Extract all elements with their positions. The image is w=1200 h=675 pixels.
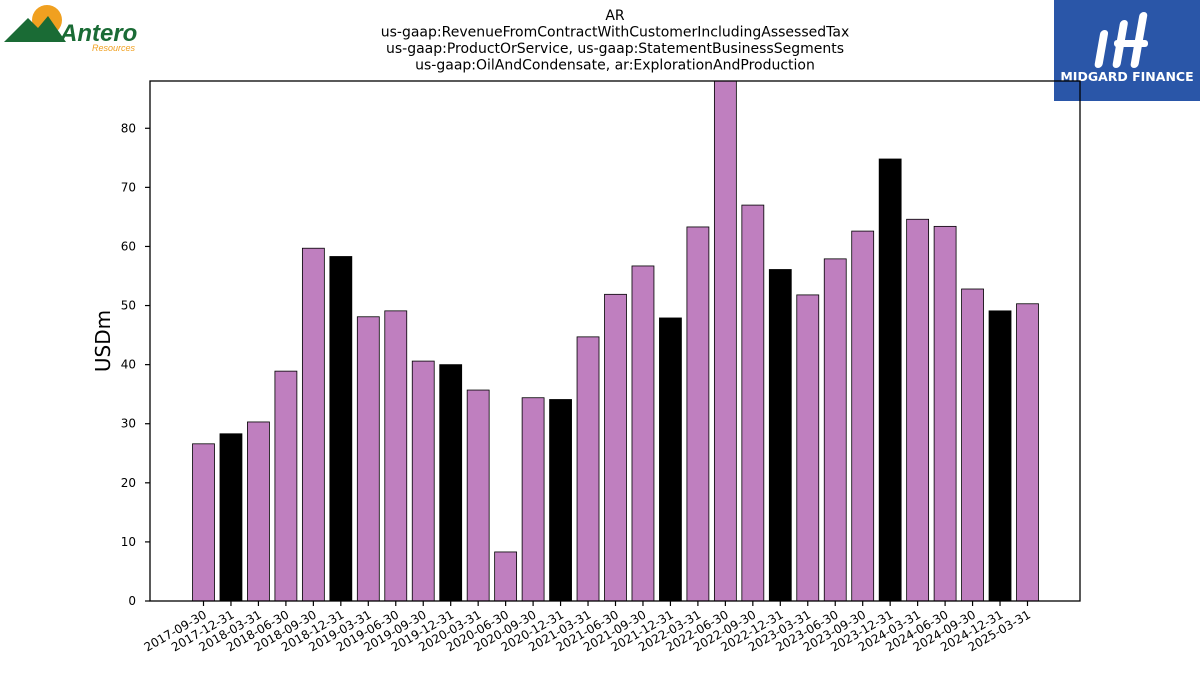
bar-2019-03-31 [356, 316, 380, 602]
bar-2017-09-30 [192, 443, 215, 602]
chart-title-line-0: AR [605, 8, 625, 24]
bar-2020-06-30 [494, 551, 518, 602]
bar-2022-12-31 [768, 269, 792, 602]
bar-2019-09-30 [411, 360, 435, 602]
bar-2018-06-30 [274, 370, 298, 602]
bar-2023-09-30 [851, 230, 875, 602]
y-tick-label: 0 [128, 594, 136, 608]
y-tick-label: 60 [121, 239, 136, 253]
bar-2023-03-31 [796, 294, 820, 602]
bar-2021-12-31 [659, 317, 682, 602]
y-axis: 0 10 20 30 40 50 60 70 80 [121, 121, 150, 608]
bar-2021-06-30 [604, 293, 627, 602]
bar-2021-03-31 [576, 336, 600, 602]
logo-left-text: Antero [59, 20, 137, 47]
chart-title-line-2: us-gaap:ProductOrService, us-gaap:Statem… [386, 41, 844, 57]
logo-right-text: MIDGARD FINANCE [1060, 69, 1193, 84]
bar-2025-03-31 [1016, 303, 1039, 602]
y-tick-label: 10 [121, 535, 136, 549]
bar-2018-12-31 [329, 256, 353, 602]
logo-right-mark-icon [1094, 12, 1148, 68]
midgard-finance-logo: MIDGARD FINANCE [1054, 0, 1200, 101]
y-tick-label: 40 [121, 358, 136, 372]
y-tick-label: 50 [121, 299, 136, 313]
bar-2024-12-31 [988, 310, 1012, 602]
x-axis: 2017-09-302017-12-312018-03-312018-06-30… [142, 601, 1033, 654]
chart-title-line-1: us-gaap:RevenueFromContractWithCustomerI… [381, 25, 850, 41]
bar-2021-09-30 [631, 265, 655, 602]
y-tick-label: 70 [121, 180, 136, 194]
y-tick-label: 80 [121, 121, 136, 135]
y-tick-label: 30 [121, 417, 136, 431]
bars [192, 80, 1039, 602]
bar-2020-09-30 [521, 397, 545, 602]
bar-2023-06-30 [823, 258, 847, 602]
bar-2024-06-30 [933, 225, 957, 602]
chart-title: ARus-gaap:RevenueFromContractWithCustome… [381, 8, 850, 74]
bar-2022-06-30 [713, 80, 737, 602]
bar-2022-03-31 [686, 226, 710, 602]
bar-2018-09-30 [301, 247, 325, 602]
bar-2019-12-31 [439, 364, 463, 602]
bar-2019-06-30 [384, 310, 408, 602]
bar-2017-12-31 [219, 433, 243, 602]
chart-title-line-3: us-gaap:OilAndCondensate, ar:Exploration… [415, 58, 815, 74]
bar-2018-03-31 [247, 421, 270, 602]
bar-2020-03-31 [466, 389, 490, 602]
antero-logo: Antero Resources [4, 5, 137, 53]
logo-left-subtext: Resources [92, 43, 136, 53]
y-tick-label: 20 [121, 476, 136, 490]
logo-mountain-icon [4, 16, 66, 42]
bar-2022-09-30 [741, 204, 765, 602]
bar-2024-09-30 [961, 288, 984, 602]
y-axis-label: USDm [91, 310, 115, 372]
logo-right-background [1054, 0, 1200, 101]
bar-2024-03-31 [906, 218, 930, 602]
bar-2023-12-31 [878, 158, 902, 602]
bar-2020-12-31 [549, 399, 572, 602]
plot-frame [149, 80, 1081, 602]
